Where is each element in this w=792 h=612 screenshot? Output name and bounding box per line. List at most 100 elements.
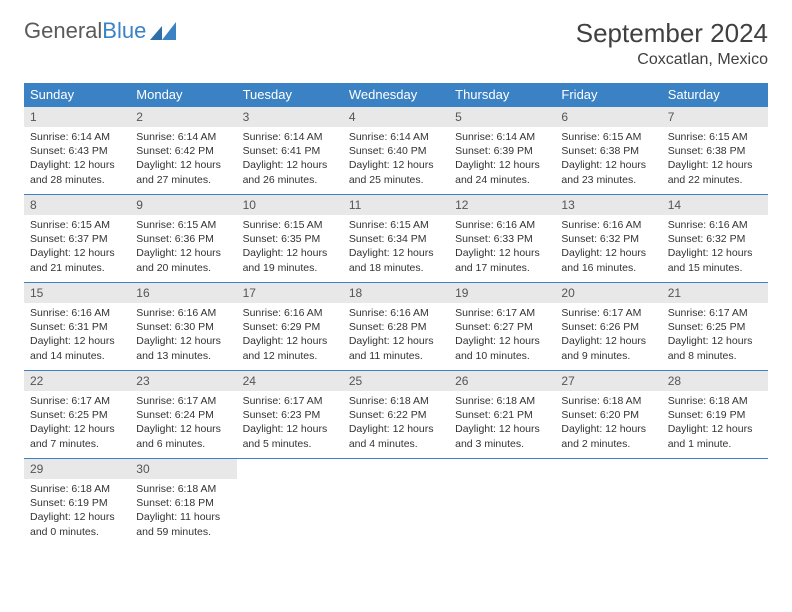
day-body: Sunrise: 6:15 AMSunset: 6:38 PMDaylight:… [555,127,661,193]
day-body: Sunrise: 6:16 AMSunset: 6:30 PMDaylight:… [130,303,236,369]
day-cell: 28Sunrise: 6:18 AMSunset: 6:19 PMDayligh… [662,371,768,459]
day-number: 20 [555,283,661,303]
day-number: 24 [237,371,343,391]
logo-text-blue: Blue [102,18,146,44]
weekday-header: Tuesday [237,83,343,107]
header: GeneralBlue September 2024 Coxcatlan, Me… [24,18,768,69]
day-number: 28 [662,371,768,391]
day-body: Sunrise: 6:15 AMSunset: 6:35 PMDaylight:… [237,215,343,281]
day-cell: 27Sunrise: 6:18 AMSunset: 6:20 PMDayligh… [555,371,661,459]
day-body: Sunrise: 6:16 AMSunset: 6:33 PMDaylight:… [449,215,555,281]
day-number: 13 [555,195,661,215]
empty-cell [343,459,449,547]
empty-cell [449,459,555,547]
logo-text-general: General [24,18,102,44]
day-cell: 30Sunrise: 6:18 AMSunset: 6:18 PMDayligh… [130,459,236,547]
day-number: 8 [24,195,130,215]
day-cell: 17Sunrise: 6:16 AMSunset: 6:29 PMDayligh… [237,283,343,371]
day-cell: 11Sunrise: 6:15 AMSunset: 6:34 PMDayligh… [343,195,449,283]
day-cell: 19Sunrise: 6:17 AMSunset: 6:27 PMDayligh… [449,283,555,371]
day-number: 1 [24,107,130,127]
day-body: Sunrise: 6:15 AMSunset: 6:38 PMDaylight:… [662,127,768,193]
day-body: Sunrise: 6:17 AMSunset: 6:26 PMDaylight:… [555,303,661,369]
day-body: Sunrise: 6:18 AMSunset: 6:19 PMDaylight:… [662,391,768,457]
day-cell: 5Sunrise: 6:14 AMSunset: 6:39 PMDaylight… [449,107,555,195]
day-cell: 12Sunrise: 6:16 AMSunset: 6:33 PMDayligh… [449,195,555,283]
day-number: 27 [555,371,661,391]
day-body: Sunrise: 6:18 AMSunset: 6:18 PMDaylight:… [130,479,236,545]
day-cell: 20Sunrise: 6:17 AMSunset: 6:26 PMDayligh… [555,283,661,371]
day-number: 5 [449,107,555,127]
day-body: Sunrise: 6:18 AMSunset: 6:19 PMDaylight:… [24,479,130,545]
day-cell: 13Sunrise: 6:16 AMSunset: 6:32 PMDayligh… [555,195,661,283]
day-cell: 1Sunrise: 6:14 AMSunset: 6:43 PMDaylight… [24,107,130,195]
day-cell: 29Sunrise: 6:18 AMSunset: 6:19 PMDayligh… [24,459,130,547]
day-cell: 15Sunrise: 6:16 AMSunset: 6:31 PMDayligh… [24,283,130,371]
day-body: Sunrise: 6:18 AMSunset: 6:20 PMDaylight:… [555,391,661,457]
day-number: 19 [449,283,555,303]
day-body: Sunrise: 6:18 AMSunset: 6:22 PMDaylight:… [343,391,449,457]
weekday-header: Friday [555,83,661,107]
logo: GeneralBlue [24,18,176,44]
day-cell: 16Sunrise: 6:16 AMSunset: 6:30 PMDayligh… [130,283,236,371]
empty-cell [237,459,343,547]
day-cell: 25Sunrise: 6:18 AMSunset: 6:22 PMDayligh… [343,371,449,459]
weekday-header: Thursday [449,83,555,107]
day-number: 16 [130,283,236,303]
day-cell: 8Sunrise: 6:15 AMSunset: 6:37 PMDaylight… [24,195,130,283]
day-cell: 24Sunrise: 6:17 AMSunset: 6:23 PMDayligh… [237,371,343,459]
day-body: Sunrise: 6:14 AMSunset: 6:42 PMDaylight:… [130,127,236,193]
day-number: 15 [24,283,130,303]
day-cell: 2Sunrise: 6:14 AMSunset: 6:42 PMDaylight… [130,107,236,195]
day-number: 6 [555,107,661,127]
day-body: Sunrise: 6:16 AMSunset: 6:31 PMDaylight:… [24,303,130,369]
day-number: 25 [343,371,449,391]
day-body: Sunrise: 6:16 AMSunset: 6:32 PMDaylight:… [555,215,661,281]
empty-cell [555,459,661,547]
calendar-header-row: SundayMondayTuesdayWednesdayThursdayFrid… [24,83,768,107]
day-number: 7 [662,107,768,127]
day-body: Sunrise: 6:14 AMSunset: 6:41 PMDaylight:… [237,127,343,193]
day-number: 21 [662,283,768,303]
day-number: 11 [343,195,449,215]
weekday-header: Sunday [24,83,130,107]
day-cell: 7Sunrise: 6:15 AMSunset: 6:38 PMDaylight… [662,107,768,195]
day-body: Sunrise: 6:17 AMSunset: 6:25 PMDaylight:… [662,303,768,369]
day-number: 23 [130,371,236,391]
day-number: 29 [24,459,130,479]
day-body: Sunrise: 6:17 AMSunset: 6:27 PMDaylight:… [449,303,555,369]
day-number: 3 [237,107,343,127]
month-title: September 2024 [576,18,768,49]
day-number: 30 [130,459,236,479]
day-body: Sunrise: 6:16 AMSunset: 6:28 PMDaylight:… [343,303,449,369]
day-number: 2 [130,107,236,127]
day-cell: 4Sunrise: 6:14 AMSunset: 6:40 PMDaylight… [343,107,449,195]
day-cell: 18Sunrise: 6:16 AMSunset: 6:28 PMDayligh… [343,283,449,371]
empty-cell [662,459,768,547]
weekday-header: Monday [130,83,236,107]
day-body: Sunrise: 6:14 AMSunset: 6:43 PMDaylight:… [24,127,130,193]
day-number: 10 [237,195,343,215]
day-cell: 14Sunrise: 6:16 AMSunset: 6:32 PMDayligh… [662,195,768,283]
day-body: Sunrise: 6:14 AMSunset: 6:40 PMDaylight:… [343,127,449,193]
day-cell: 9Sunrise: 6:15 AMSunset: 6:36 PMDaylight… [130,195,236,283]
day-body: Sunrise: 6:15 AMSunset: 6:36 PMDaylight:… [130,215,236,281]
day-number: 4 [343,107,449,127]
weekday-header: Wednesday [343,83,449,107]
day-body: Sunrise: 6:16 AMSunset: 6:29 PMDaylight:… [237,303,343,369]
day-number: 18 [343,283,449,303]
day-body: Sunrise: 6:18 AMSunset: 6:21 PMDaylight:… [449,391,555,457]
day-cell: 22Sunrise: 6:17 AMSunset: 6:25 PMDayligh… [24,371,130,459]
logo-mark-icon [150,22,176,40]
day-cell: 23Sunrise: 6:17 AMSunset: 6:24 PMDayligh… [130,371,236,459]
calendar-body: 1Sunrise: 6:14 AMSunset: 6:43 PMDaylight… [24,107,768,547]
day-cell: 6Sunrise: 6:15 AMSunset: 6:38 PMDaylight… [555,107,661,195]
title-block: September 2024 Coxcatlan, Mexico [576,18,768,69]
location: Coxcatlan, Mexico [576,51,768,69]
day-number: 17 [237,283,343,303]
calendar-table: SundayMondayTuesdayWednesdayThursdayFrid… [24,83,768,547]
day-body: Sunrise: 6:17 AMSunset: 6:25 PMDaylight:… [24,391,130,457]
day-cell: 21Sunrise: 6:17 AMSunset: 6:25 PMDayligh… [662,283,768,371]
day-body: Sunrise: 6:14 AMSunset: 6:39 PMDaylight:… [449,127,555,193]
day-cell: 26Sunrise: 6:18 AMSunset: 6:21 PMDayligh… [449,371,555,459]
